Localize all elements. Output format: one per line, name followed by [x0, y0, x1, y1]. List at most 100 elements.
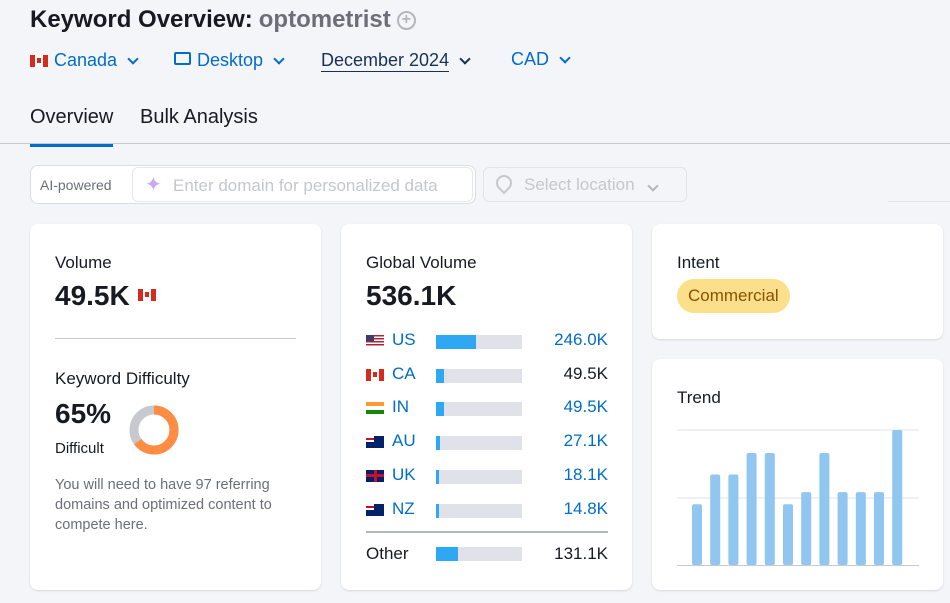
trend-bar[interactable]	[855, 492, 866, 565]
trend-bar[interactable]	[783, 504, 793, 565]
domain-input[interactable]: ✦ Enter domain for personalized data	[132, 167, 473, 202]
au-flag-icon	[366, 436, 384, 449]
country-volume[interactable]: 27.1K	[563, 431, 608, 451]
kd-donut	[129, 405, 179, 455]
share-bar	[436, 402, 522, 417]
domain-placeholder: Enter domain for personalized data	[173, 176, 438, 195]
in-flag-icon	[366, 402, 384, 415]
share-bar-fill	[436, 547, 458, 561]
intent-label: Intent	[677, 253, 720, 272]
trend-label: Trend	[677, 388, 721, 407]
us-flag-icon	[366, 335, 384, 347]
share-bar	[436, 503, 522, 518]
nz-flag-icon	[366, 503, 384, 516]
volume-label: Volume	[55, 253, 112, 272]
trend-card: Trend	[652, 359, 943, 590]
trend-bar[interactable]	[892, 430, 903, 565]
country-volume[interactable]: 49.5K	[563, 397, 608, 417]
trend-bar[interactable]	[728, 474, 739, 565]
kd-description: You will need to have 97 referring domai…	[55, 477, 272, 533]
chevron-down-icon	[646, 180, 659, 192]
volume-card: Volume 49.5K Keyword Difficulty 65% Diff…	[30, 224, 321, 590]
share-bar-fill	[436, 436, 441, 451]
tab-overview[interactable]: Overview	[30, 106, 114, 147]
intent-badge: Commercial	[677, 279, 790, 313]
country-row-uk: UK 18.1K	[366, 465, 608, 487]
intent-card: Intent Commercial	[652, 224, 943, 339]
canada-flag-icon	[30, 54, 48, 67]
title-label: Keyword Overview:	[30, 6, 253, 33]
country-row-au: AU 27.1K	[366, 431, 608, 453]
country-volume[interactable]: 246.0K	[554, 330, 608, 349]
country-row-nz: NZ 14.8K	[366, 499, 608, 521]
trend-bar[interactable]	[819, 452, 830, 565]
chevron-down-icon	[127, 52, 139, 65]
other-value: 131.1K	[554, 544, 608, 563]
kd-level: Difficult	[55, 440, 104, 457]
trend-bar[interactable]	[801, 492, 812, 565]
global-volume-card: Global Volume 536.1K Other 131.1K US 246.…	[341, 224, 632, 590]
share-bar	[436, 547, 522, 561]
divider	[55, 338, 296, 339]
tab-bulk-analysis[interactable]: Bulk Analysis	[140, 106, 258, 128]
uk-flag-icon	[366, 469, 384, 482]
country-row-in: IN 49.5K	[366, 397, 608, 419]
country-row-ca: CA 49.5K	[366, 364, 608, 386]
country-code[interactable]: AU	[392, 431, 416, 451]
kd-label: Keyword Difficulty	[55, 369, 190, 388]
country-code[interactable]: CA	[392, 363, 416, 383]
country-volume: 49.5K	[563, 363, 608, 383]
keyword: optometrist	[258, 6, 391, 33]
share-bar	[436, 469, 522, 484]
desktop-icon	[174, 52, 191, 65]
date-selector[interactable]: December 2024	[321, 50, 475, 72]
share-bar-fill	[436, 503, 439, 518]
volume-value: 49.5K	[55, 280, 130, 311]
canada-flag-icon	[137, 289, 156, 301]
trend-bar[interactable]	[710, 474, 721, 565]
share-bar-fill	[436, 368, 444, 383]
location-select[interactable]: Select location	[483, 167, 687, 202]
share-bar-fill	[436, 335, 476, 349]
country-volume[interactable]: 18.1K	[563, 464, 608, 484]
date-label: December 2024	[321, 50, 450, 72]
currency-selector[interactable]: CAD	[511, 49, 575, 70]
location-placeholder: Select location	[524, 175, 635, 194]
tabs-divider	[0, 143, 950, 144]
country-code[interactable]: NZ	[392, 498, 415, 518]
country-row-us: US 246.0K	[366, 330, 608, 352]
chevron-down-icon	[459, 53, 471, 65]
device-label: Desktop	[197, 50, 264, 70]
location-pin-icon	[492, 171, 516, 195]
trend-bar[interactable]	[874, 492, 884, 565]
trend-bar[interactable]	[764, 452, 775, 565]
kd-donut-fill	[129, 405, 179, 455]
volume-value-row: 49.5K	[55, 280, 156, 312]
trend-bar[interactable]	[692, 504, 702, 565]
country-code[interactable]: US	[392, 330, 416, 349]
global-volume-label: Global Volume	[366, 253, 477, 272]
chevron-down-icon	[273, 52, 285, 65]
ai-powered-label: AI-powered	[40, 177, 112, 193]
country-selector[interactable]: Canada	[30, 50, 143, 71]
country-code[interactable]: IN	[392, 397, 409, 417]
country-code[interactable]: UK	[392, 464, 416, 484]
country-volume[interactable]: 14.8K	[563, 498, 608, 518]
currency-label: CAD	[511, 49, 550, 69]
kd-value: 65%	[55, 398, 112, 429]
add-icon[interactable]: +	[396, 11, 416, 30]
device-selector[interactable]: Desktop	[174, 50, 289, 71]
trend-bar[interactable]	[746, 452, 757, 565]
trend-bar[interactable]	[837, 492, 848, 565]
ca-flag-icon	[366, 368, 384, 381]
global-volume-value: 536.1K	[366, 280, 457, 311]
chevron-down-icon	[559, 51, 571, 64]
ai-domain-box: AI-powered ✦ Enter domain for personalize…	[30, 165, 476, 204]
share-bar	[436, 368, 522, 383]
divider	[366, 531, 608, 533]
share-bar	[436, 436, 522, 451]
page-title: Keyword Overview: optometrist +	[30, 6, 416, 34]
country-row-other: Other 131.1K	[366, 542, 608, 564]
decorative-line	[888, 201, 950, 202]
share-bar-fill	[436, 402, 444, 417]
